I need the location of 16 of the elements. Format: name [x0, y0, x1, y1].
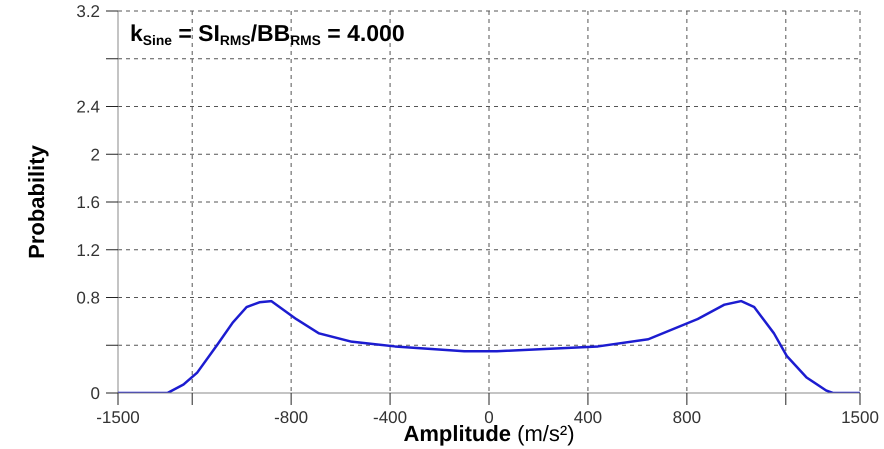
x-tick-label: 800 — [672, 408, 702, 428]
y-tick-label: 1.2 — [76, 240, 100, 260]
x-tick-label: 1500 — [841, 408, 879, 428]
x-tick-label: -1500 — [96, 408, 140, 428]
x-tick-label: 0 — [484, 408, 494, 428]
y-axis-title: Probability — [24, 144, 49, 259]
x-tick-label: -800 — [274, 408, 308, 428]
y-tick-label: 0 — [90, 384, 100, 404]
annotation: k$_{Sine}$ = SI$_{RMS}$/BB$_{RMS}$ = 4.000 — [130, 20, 405, 48]
y-tick-label: 0.8 — [76, 288, 100, 308]
y-tick-label: 2 — [90, 145, 100, 164]
y-tick-label: 1.6 — [76, 193, 100, 212]
y-tick-label: 3.2 — [76, 2, 100, 22]
x-tick-label: -400 — [373, 408, 408, 428]
y-tick-label: 2.4 — [76, 98, 100, 117]
x-tick-label: 400 — [574, 408, 602, 428]
